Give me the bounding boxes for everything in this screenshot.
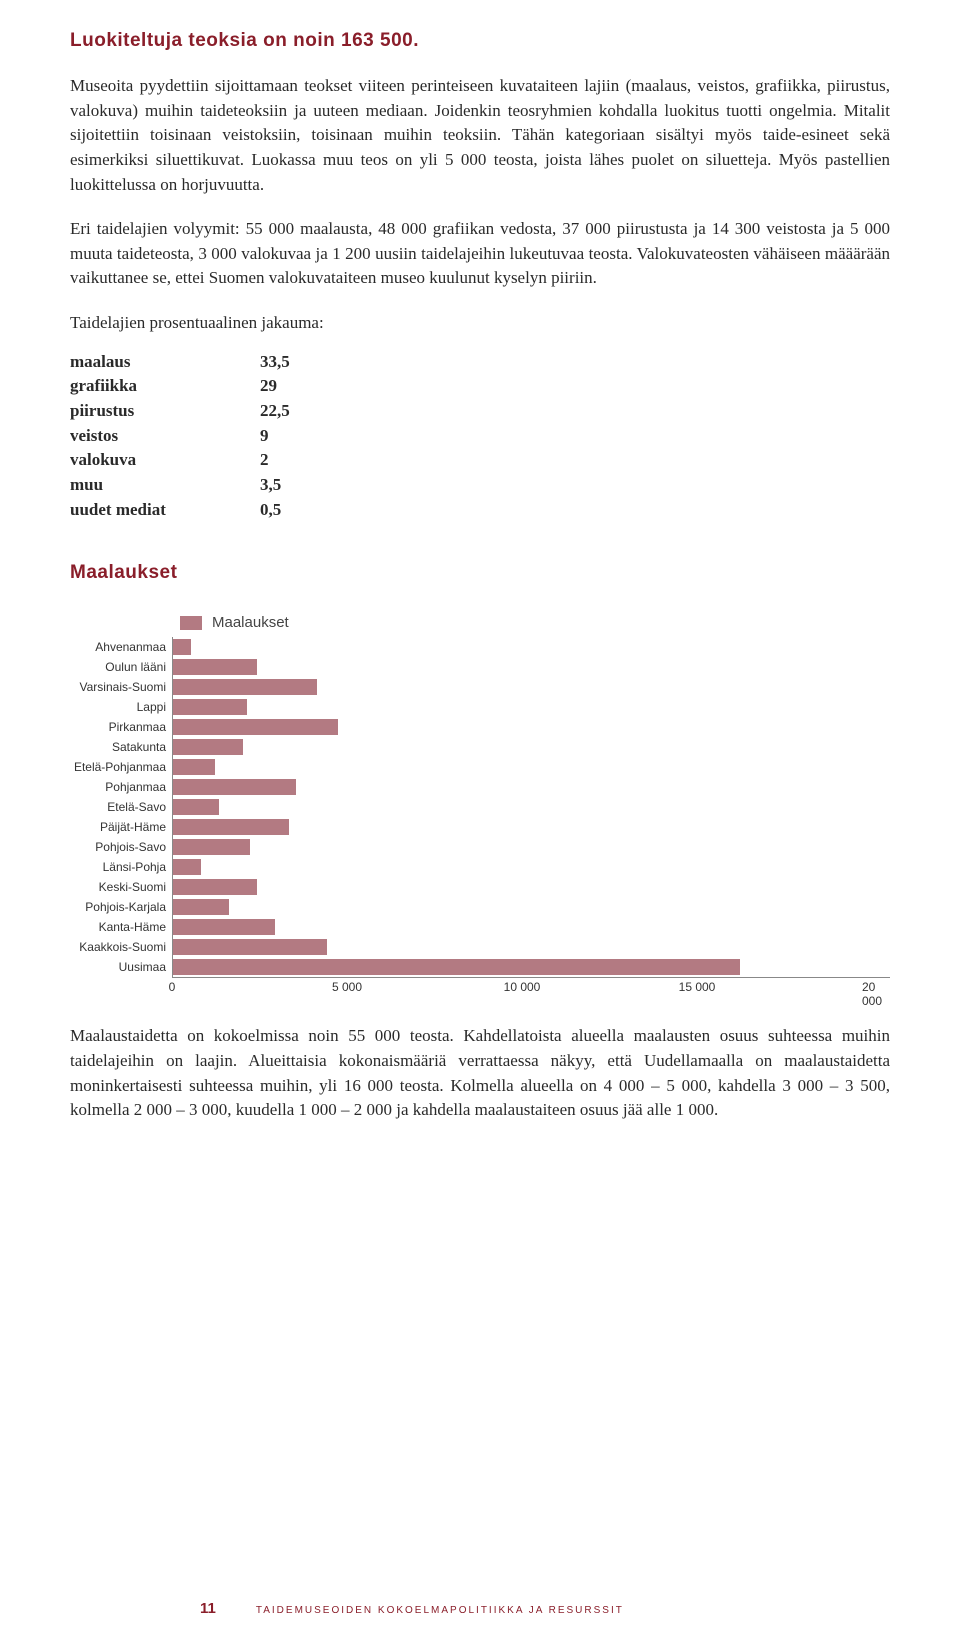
chart-bar — [173, 659, 257, 675]
page-footer: 11 TAIDEMUSEOIDEN KOKOELMAPOLITIIKKA JA … — [0, 1600, 960, 1617]
chart-bar — [173, 639, 191, 655]
chart-bar — [173, 719, 338, 735]
chart-x-tick: 15 000 — [679, 980, 716, 994]
distribution-value: 9 — [260, 424, 269, 449]
footer-title: TAIDEMUSEOIDEN KOKOELMAPOLITIIKKA JA RES… — [256, 1605, 624, 1616]
chart-category-label: Ahvenanmaa — [60, 637, 166, 657]
distribution-label: veistos — [70, 424, 260, 449]
distribution-label: grafiikka — [70, 374, 260, 399]
chart-bar-row — [173, 757, 890, 777]
chart-category-label: Kanta-Häme — [60, 917, 166, 937]
distribution-heading: Taidelajien prosentuaalinen jakauma: — [70, 311, 890, 336]
chart-bar-row — [173, 917, 890, 937]
legend-swatch — [180, 616, 202, 630]
chart-x-tick: 20 000 — [862, 980, 882, 1008]
maalaukset-chart: Maalaukset AhvenanmaaOulun lääniVarsinai… — [60, 614, 890, 996]
chart-y-labels: AhvenanmaaOulun lääniVarsinais-SuomiLapp… — [60, 637, 172, 978]
chart-bar — [173, 819, 289, 835]
distribution-label: muu — [70, 473, 260, 498]
chart-category-label: Länsi-Pohja — [60, 857, 166, 877]
chart-bar — [173, 959, 740, 975]
chart-bar-row — [173, 697, 890, 717]
distribution-row: maalaus33,5 — [70, 350, 890, 375]
chart-category-label: Kaakkois-Suomi — [60, 937, 166, 957]
distribution-label: piirustus — [70, 399, 260, 424]
distribution-value: 33,5 — [260, 350, 290, 375]
chart-bar — [173, 699, 247, 715]
chart-bar-row — [173, 957, 890, 977]
chart-bar-row — [173, 837, 890, 857]
chart-category-label: Etelä-Pohjanmaa — [60, 757, 166, 777]
chart-bar — [173, 739, 243, 755]
chart-bar-row — [173, 817, 890, 837]
chart-bar-row — [173, 657, 890, 677]
chart-bar — [173, 839, 250, 855]
chart-category-label: Oulun lääni — [60, 657, 166, 677]
chart-bar-row — [173, 937, 890, 957]
chart-category-label: Pohjois-Karjala — [60, 897, 166, 917]
distribution-row: piirustus22,5 — [70, 399, 890, 424]
chart-bar-row — [173, 637, 890, 657]
chart-category-label: Pohjanmaa — [60, 777, 166, 797]
paragraph-1: Museoita pyydettiin sijoittamaan teokset… — [70, 74, 890, 197]
distribution-value: 3,5 — [260, 473, 281, 498]
chart-bar-row — [173, 777, 890, 797]
chart-bar — [173, 899, 229, 915]
chart-category-label: Pirkanmaa — [60, 717, 166, 737]
distribution-label: uudet mediat — [70, 498, 260, 523]
chart-bar-row — [173, 797, 890, 817]
distribution-row: veistos9 — [70, 424, 890, 449]
distribution-value: 0,5 — [260, 498, 281, 523]
distribution-label: valokuva — [70, 448, 260, 473]
distribution-value: 29 — [260, 374, 277, 399]
chart-category-label: Keski-Suomi — [60, 877, 166, 897]
distribution-row: uudet mediat0,5 — [70, 498, 890, 523]
chart-category-label: Päijät-Häme — [60, 817, 166, 837]
chart-category-label: Pohjois-Savo — [60, 837, 166, 857]
chart-bar-row — [173, 717, 890, 737]
legend-label: Maalaukset — [212, 614, 289, 631]
chart-x-axis: 05 00010 00015 00020 000 — [172, 978, 872, 996]
chart-bar-row — [173, 857, 890, 877]
chart-bar-row — [173, 877, 890, 897]
chart-bar-row — [173, 737, 890, 757]
chart-bar-row — [173, 897, 890, 917]
distribution-value: 22,5 — [260, 399, 290, 424]
chart-bar — [173, 759, 215, 775]
paragraph-2: Eri taidelajien volyymit: 55 000 maalaus… — [70, 217, 890, 291]
chart-bar — [173, 779, 296, 795]
chart-bars — [172, 637, 890, 978]
page-title: Luokiteltuja teoksia on noin 163 500. — [70, 30, 890, 52]
chart-legend: Maalaukset — [180, 614, 890, 631]
chart-bar — [173, 939, 327, 955]
chart-category-label: Satakunta — [60, 737, 166, 757]
chart-category-label: Etelä-Savo — [60, 797, 166, 817]
page-number: 11 — [200, 1600, 216, 1617]
chart-bar — [173, 799, 219, 815]
distribution-table: maalaus33,5grafiikka29piirustus22,5veist… — [70, 350, 890, 522]
chart-x-tick: 0 — [169, 980, 176, 994]
chart-bar — [173, 859, 201, 875]
chart-bar — [173, 679, 317, 695]
distribution-row: muu3,5 — [70, 473, 890, 498]
distribution-label: maalaus — [70, 350, 260, 375]
chart-category-label: Varsinais-Suomi — [60, 677, 166, 697]
distribution-value: 2 — [260, 448, 269, 473]
chart-category-label: Uusimaa — [60, 957, 166, 977]
distribution-row: grafiikka29 — [70, 374, 890, 399]
chart-bar — [173, 919, 275, 935]
distribution-row: valokuva2 — [70, 448, 890, 473]
chart-bar-row — [173, 677, 890, 697]
section-title-maalaukset: Maalaukset — [70, 562, 890, 584]
chart-category-label: Lappi — [60, 697, 166, 717]
chart-x-tick: 5 000 — [332, 980, 362, 994]
paragraph-3: Maalaustaidetta on kokoelmissa noin 55 0… — [70, 1024, 890, 1123]
chart-bar — [173, 879, 257, 895]
chart-x-tick: 10 000 — [504, 980, 541, 994]
